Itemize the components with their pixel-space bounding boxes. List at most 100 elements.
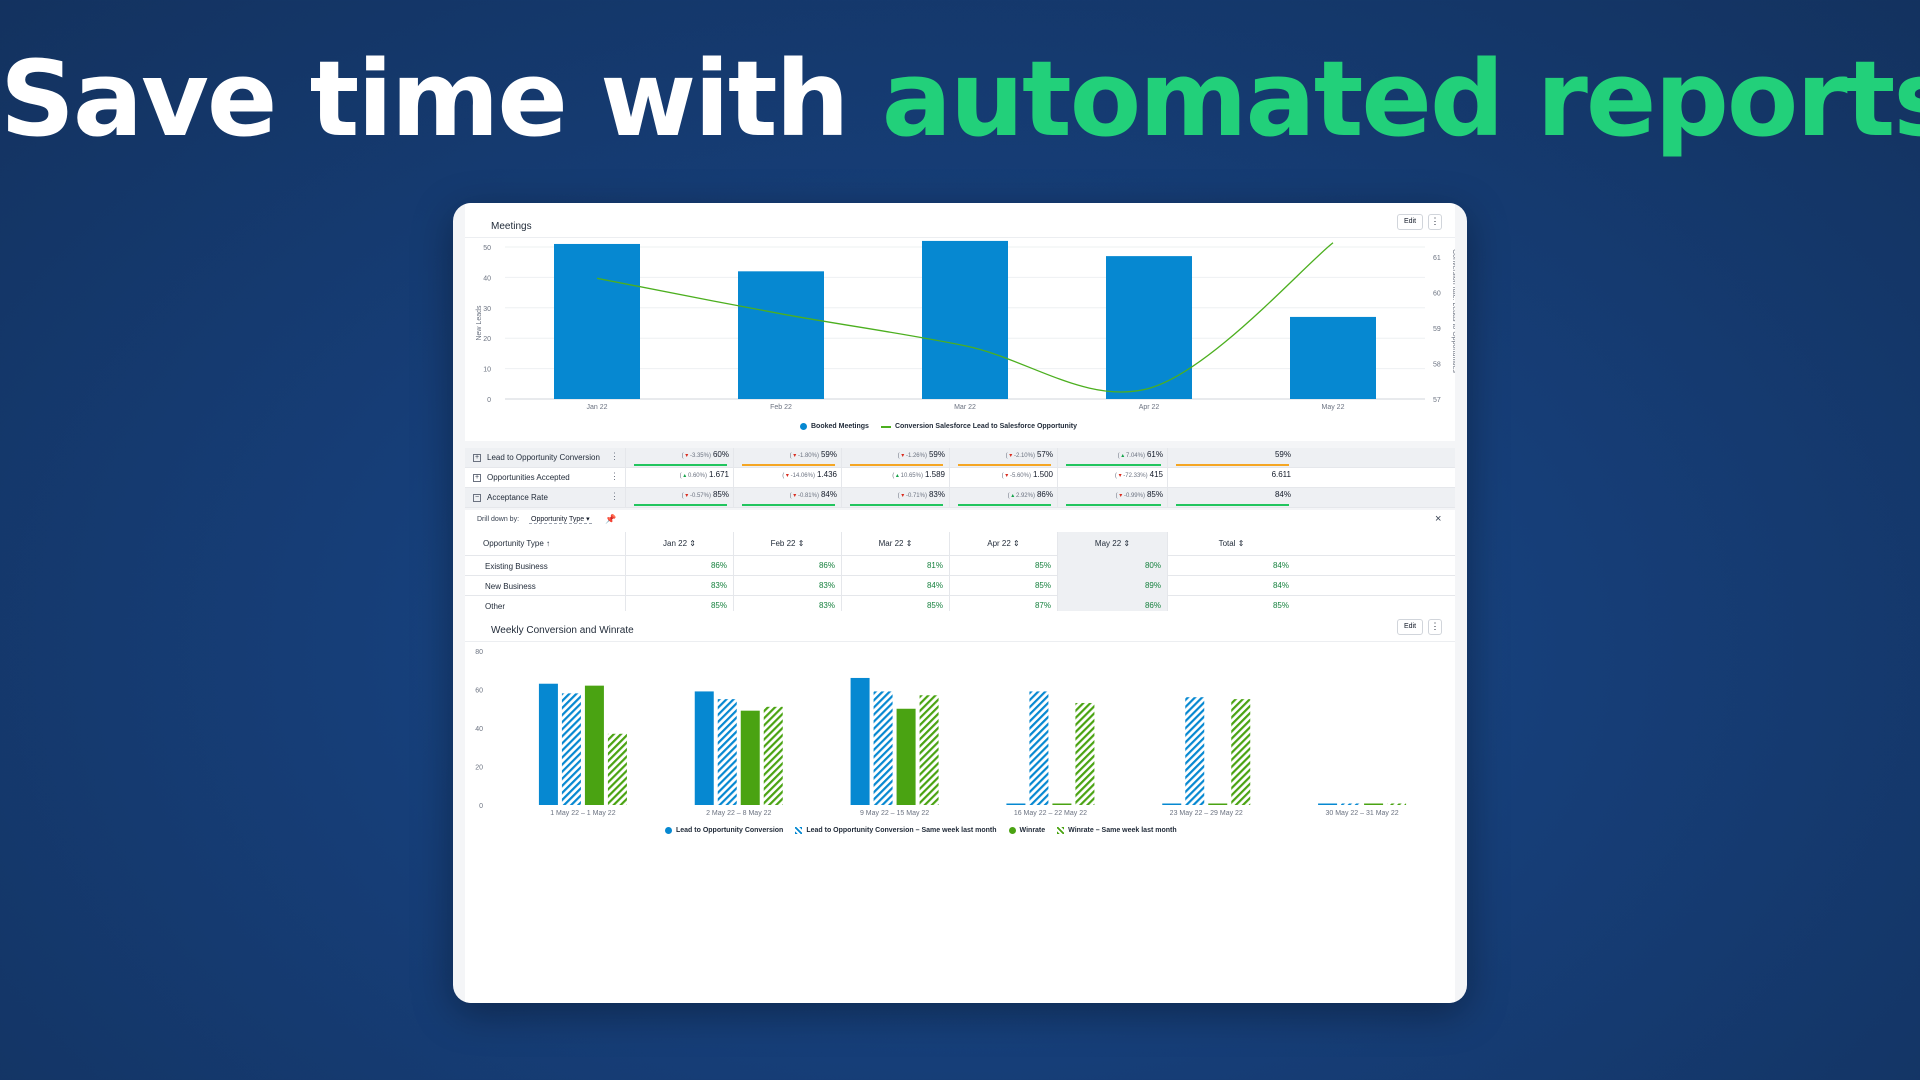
drill-cell[interactable]: 84%: [841, 576, 949, 596]
bar-winrate[interactable]: [896, 708, 916, 805]
legend-winrate[interactable]: Winrate: [1008, 827, 1045, 834]
legend-conversion[interactable]: Conversion Salesforce Lead to Salesforce…: [880, 423, 1077, 430]
column-header[interactable]: Apr 22 ⇕: [949, 532, 1057, 556]
table-cell[interactable]: 6.611: [1167, 468, 1295, 488]
table-row[interactable]: + Opportunities Accepted ⋮( ▴ 0.60%) 1.671(…: [465, 468, 1455, 488]
bar-lead-conversion-last-month[interactable]: [1029, 691, 1049, 805]
bar-lead-conversion[interactable]: [1162, 803, 1182, 806]
drill-cell[interactable]: 87%: [949, 596, 1057, 616]
expand-icon[interactable]: +: [473, 473, 481, 482]
column-header[interactable]: Feb 22 ⇕: [733, 532, 841, 556]
bar-lead-conversion[interactable]: [1006, 803, 1026, 806]
table-cell[interactable]: ( ▾ -5.60%) 1.500: [949, 468, 1057, 488]
bar-winrate-last-month[interactable]: [1075, 702, 1095, 805]
bar-lead-conversion-last-month[interactable]: [1185, 697, 1205, 805]
bar-booked-meetings[interactable]: [554, 243, 640, 399]
meetings-divider: [465, 237, 1455, 238]
drill-cell[interactable]: 85%: [949, 576, 1057, 596]
meetings-more-button[interactable]: ⋮: [1428, 214, 1442, 230]
drill-cell[interactable]: 84%: [1167, 556, 1295, 576]
legend-lead-conversion[interactable]: Lead to Opportunity Conversion: [665, 827, 783, 834]
legend-booked-meetings[interactable]: Booked Meetings: [800, 423, 869, 430]
legend-winrate-last-month[interactable]: Winrate – Same week last month: [1057, 827, 1177, 834]
drill-cell[interactable]: 86%: [625, 556, 733, 576]
bar-winrate[interactable]: [1364, 803, 1384, 806]
row-menu-icon[interactable]: ⋮: [610, 471, 619, 481]
table-cell[interactable]: ( ▾ -72.33%) 415: [1057, 468, 1167, 488]
bar-winrate[interactable]: [740, 710, 760, 805]
bar-lead-conversion[interactable]: [1318, 803, 1338, 806]
table-cell[interactable]: ( ▾ -14.06%) 1.436: [733, 468, 841, 488]
drill-cell[interactable]: 89%: [1057, 576, 1167, 596]
bar-winrate-last-month[interactable]: [919, 695, 939, 805]
x-tick-label: Feb 22: [770, 404, 792, 411]
line-conversion[interactable]: [596, 242, 1334, 393]
table-cell[interactable]: ( ▾ -0.99%) 85%: [1057, 488, 1167, 508]
bar-lead-conversion[interactable]: [694, 691, 714, 805]
drill-cell[interactable]: 85%: [949, 556, 1057, 576]
bar-booked-meetings[interactable]: [1106, 256, 1192, 399]
weekly-edit-button[interactable]: Edit: [1397, 619, 1424, 635]
bar-lead-conversion[interactable]: [850, 677, 870, 805]
drill-row[interactable]: Existing Business 86% 86% 81% 85% 80% 84%: [465, 556, 1455, 576]
row-menu-icon[interactable]: ⋮: [610, 451, 619, 461]
table-cell[interactable]: ( ▴ 2.92%) 86%: [949, 488, 1057, 508]
collapse-icon[interactable]: −: [473, 493, 481, 502]
table-row[interactable]: + Lead to Opportunity Conversion ⋮ ( ▾ -3.3…: [465, 448, 1455, 468]
drill-select[interactable]: Opportunity Type ▾: [529, 515, 592, 524]
drill-cell[interactable]: 85%: [625, 596, 733, 616]
table-cell[interactable]: ( ▾ -1.26%) 59%: [841, 448, 949, 468]
bar-winrate-last-month[interactable]: [763, 706, 783, 805]
table-cell[interactable]: 59%: [1167, 448, 1295, 468]
table-cell[interactable]: ( ▾ -2.10%) 57%: [949, 448, 1057, 468]
drill-cell[interactable]: 86%: [733, 556, 841, 576]
bar-lead-conversion-last-month[interactable]: [561, 693, 581, 805]
column-header[interactable]: May 22 ⇕: [1057, 532, 1167, 556]
table-cell[interactable]: 84%: [1167, 488, 1295, 508]
bar-winrate[interactable]: [584, 685, 604, 805]
legend-lead-conversion-last-month[interactable]: Lead to Opportunity Conversion – Same we…: [795, 827, 997, 834]
drill-cell[interactable]: 83%: [733, 596, 841, 616]
meetings-edit-button[interactable]: Edit: [1397, 214, 1424, 230]
drill-cell[interactable]: 83%: [733, 576, 841, 596]
cell-value-wrap: ( ▴ 2.92%) 86%: [1008, 490, 1053, 499]
bar-lead-conversion-last-month[interactable]: [873, 691, 893, 805]
bar-lead-conversion-last-month[interactable]: [1341, 803, 1361, 806]
drill-cell[interactable]: 85%: [1167, 596, 1295, 616]
drill-cell[interactable]: 83%: [625, 576, 733, 596]
bar-lead-conversion[interactable]: [538, 683, 558, 805]
column-header[interactable]: Mar 22 ⇕: [841, 532, 949, 556]
table-cell[interactable]: ( ▴ 0.60%) 1.671: [625, 468, 733, 488]
column-header[interactable]: Total ⇕: [1167, 532, 1295, 556]
pin-icon[interactable]: 📌: [605, 514, 617, 524]
drill-cell[interactable]: 81%: [841, 556, 949, 576]
expand-icon[interactable]: +: [473, 453, 481, 462]
bar-booked-meetings[interactable]: [922, 240, 1008, 399]
bar-winrate-last-month[interactable]: [1231, 699, 1251, 805]
bar-winrate-last-month[interactable]: [1387, 803, 1407, 806]
table-cell[interactable]: ( ▾ -0.71%) 83%: [841, 488, 949, 508]
table-cell[interactable]: ( ▴ 10.65%) 1.589: [841, 468, 949, 488]
bar-winrate-last-month[interactable]: [607, 733, 627, 805]
drill-cell[interactable]: 84%: [1167, 576, 1295, 596]
table-row[interactable]: − Acceptance Rate ⋮( ▾ -0.57%) 85%( ▾ -0.81…: [465, 488, 1455, 508]
table-cell[interactable]: ( ▴ 7.04%) 61%: [1057, 448, 1167, 468]
table-cell[interactable]: ( ▾ -0.57%) 85%: [625, 488, 733, 508]
drill-cell[interactable]: 80%: [1057, 556, 1167, 576]
column-header-opportunity-type[interactable]: Opportunity Type ↑: [465, 532, 625, 556]
drill-cell-value: 83%: [818, 581, 835, 590]
column-header[interactable]: Jan 22 ⇕: [625, 532, 733, 556]
weekly-more-button[interactable]: ⋮: [1428, 619, 1442, 635]
drill-cell[interactable]: 85%: [841, 596, 949, 616]
bar-lead-conversion-last-month[interactable]: [717, 699, 737, 805]
drill-row[interactable]: New Business 83% 83% 84% 85% 89% 84%: [465, 576, 1455, 596]
table-cell[interactable]: ( ▾ -1.80%) 59%: [733, 448, 841, 468]
row-menu-icon[interactable]: ⋮: [610, 491, 619, 501]
table-cell[interactable]: ( ▾ -3.35%) 60%: [625, 448, 733, 468]
bar-winrate[interactable]: [1052, 803, 1072, 806]
close-icon[interactable]: ×: [1435, 513, 1442, 525]
table-cell[interactable]: ( ▾ -0.81%) 84%: [733, 488, 841, 508]
bar-booked-meetings[interactable]: [1290, 316, 1376, 399]
bar-booked-meetings[interactable]: [738, 271, 824, 399]
bar-winrate[interactable]: [1208, 803, 1228, 806]
